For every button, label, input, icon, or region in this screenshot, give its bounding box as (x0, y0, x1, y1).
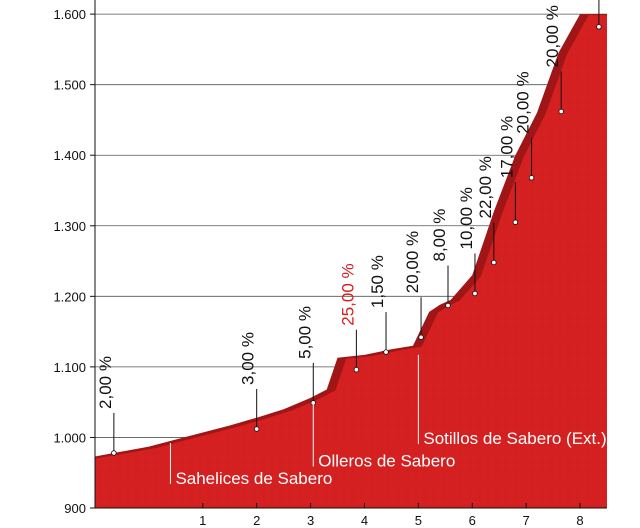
y-tick-label: 1.100 (53, 360, 86, 375)
profile-area (95, 14, 607, 508)
x-tick-label: 7 (523, 513, 530, 528)
gradient-dot (353, 367, 360, 373)
gradient-label: 17,00 % (497, 116, 516, 178)
place-label: Olleros de Sabero (318, 451, 455, 470)
x-tick-label: 2 (253, 513, 260, 528)
x-tick-label: 5 (415, 513, 422, 528)
gradient-label: 8,00 % (430, 209, 449, 262)
gradient-markers: 2,00 % 3,00 % 5,00 % 25,00 % 1,50 % 20,00 % 8,… (96, 0, 602, 456)
grid-lines (95, 13, 607, 438)
gradient-label: 20,00 % (514, 71, 533, 133)
y-tick-label: 900 (64, 501, 86, 516)
gradient-label: 5,00 % (295, 306, 314, 359)
x-tick-label: 8 (576, 513, 583, 528)
gradient-dot (418, 334, 424, 340)
y-tick-label: 1.000 (53, 430, 86, 445)
y-tick-labels: 900 1.000 1.100 1.200 1.300 1.400 1.500 1.600 (53, 7, 95, 516)
gradient-dot (528, 175, 535, 181)
gradient-dot (472, 290, 478, 297)
y-tick-label: 1.500 (53, 78, 86, 93)
x-tick-labels: 1 2 3 4 5 6 7 8 (199, 503, 584, 528)
gradient-label: 10,00 % (457, 187, 476, 249)
gradient-label: 20,00 % (403, 231, 422, 293)
gradient-dot (491, 259, 497, 266)
y-tick-label: 1.200 (53, 289, 86, 304)
gradient-dot (596, 24, 602, 30)
place-label: Sotillos de Sabero (Ext.) (423, 429, 606, 448)
place-label: Sahelices de Sabero (175, 469, 332, 488)
y-tick-label: 1.300 (53, 219, 86, 234)
gradient-label: 1,50 % (368, 255, 387, 308)
gradient-dot (512, 219, 519, 225)
gradient-dot (253, 426, 260, 432)
gradient-label: 3,00 % (239, 332, 258, 385)
y-tick-label: 1.600 (53, 7, 86, 22)
x-tick-label: 4 (361, 513, 368, 528)
gradient-dot (111, 450, 117, 456)
gradient-label: 20,00 % (543, 5, 562, 67)
gradient-dot (558, 108, 564, 115)
gradient-dot (383, 349, 389, 355)
x-tick-label: 6 (469, 513, 476, 528)
gradient-label: 22,00 % (476, 156, 495, 218)
x-tick-label: 3 (307, 513, 314, 528)
x-tick-label: 1 (199, 513, 206, 528)
gradient-label: 25,00 % (338, 263, 357, 325)
gradient-dot (445, 302, 451, 309)
profile-texture (95, 14, 607, 508)
gradient-label: 2,00 % (96, 356, 115, 409)
y-tick-label: 1.400 (53, 148, 86, 163)
